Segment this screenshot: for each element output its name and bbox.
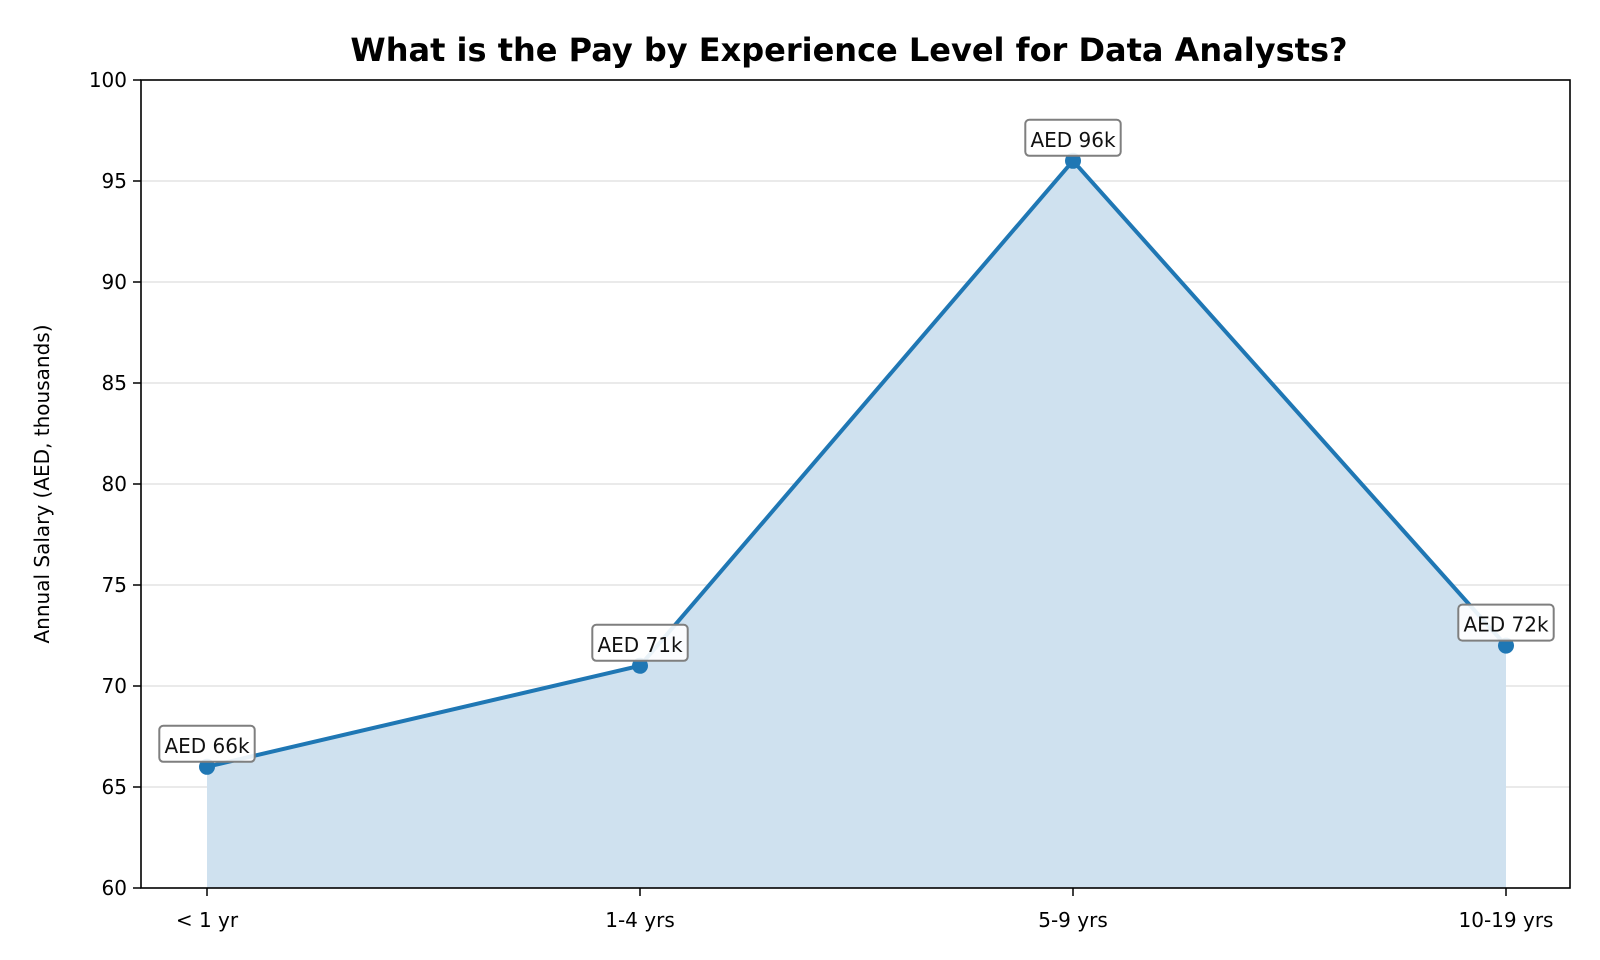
x-tick-label: 1-4 yrs [605, 908, 675, 932]
y-tick-label: 60 [102, 876, 127, 900]
data-label: AED 71k [597, 633, 683, 657]
area-fill-layer [207, 160, 1506, 889]
data-label-box [158, 724, 256, 763]
data-label-box [591, 623, 689, 662]
y-tick-label: 65 [102, 775, 127, 799]
data-label-box [1024, 118, 1122, 157]
y-tick-label: 75 [102, 573, 127, 597]
x-tick-label: 5-9 yrs [1038, 908, 1108, 932]
data-label: AED 72k [1463, 613, 1549, 637]
data-label-layer: AED 66k AED 71k AED 96k AED 72k [158, 118, 1555, 763]
data-label: AED 96k [1030, 128, 1116, 152]
y-tick-label: 80 [102, 472, 127, 496]
x-tick-label: < 1 yr [176, 908, 239, 932]
data-label: AED 66k [164, 734, 250, 758]
plot-frame [140, 79, 1571, 889]
y-tick-label: 100 [89, 68, 127, 92]
data-label-box [1457, 603, 1555, 642]
series-line [206, 158, 1508, 769]
chart-title: What is the Pay by Experience Level for … [350, 31, 1347, 69]
area-fill [207, 160, 1506, 889]
x-tick-label: 10-19 yrs [1459, 908, 1554, 932]
axes: 60 65 70 75 80 85 90 95 100 < 1 yr 1-4 yrs 5-9 yrs 1… [89, 68, 1571, 932]
y-axis-label: Annual Salary (AED, thousands) [30, 325, 54, 644]
series-line-layer [206, 158, 1508, 769]
y-tick-label: 95 [102, 169, 127, 193]
y-tick-label: 85 [102, 371, 127, 395]
y-tick-label: 90 [102, 270, 127, 294]
y-tick-label: 70 [102, 674, 127, 698]
